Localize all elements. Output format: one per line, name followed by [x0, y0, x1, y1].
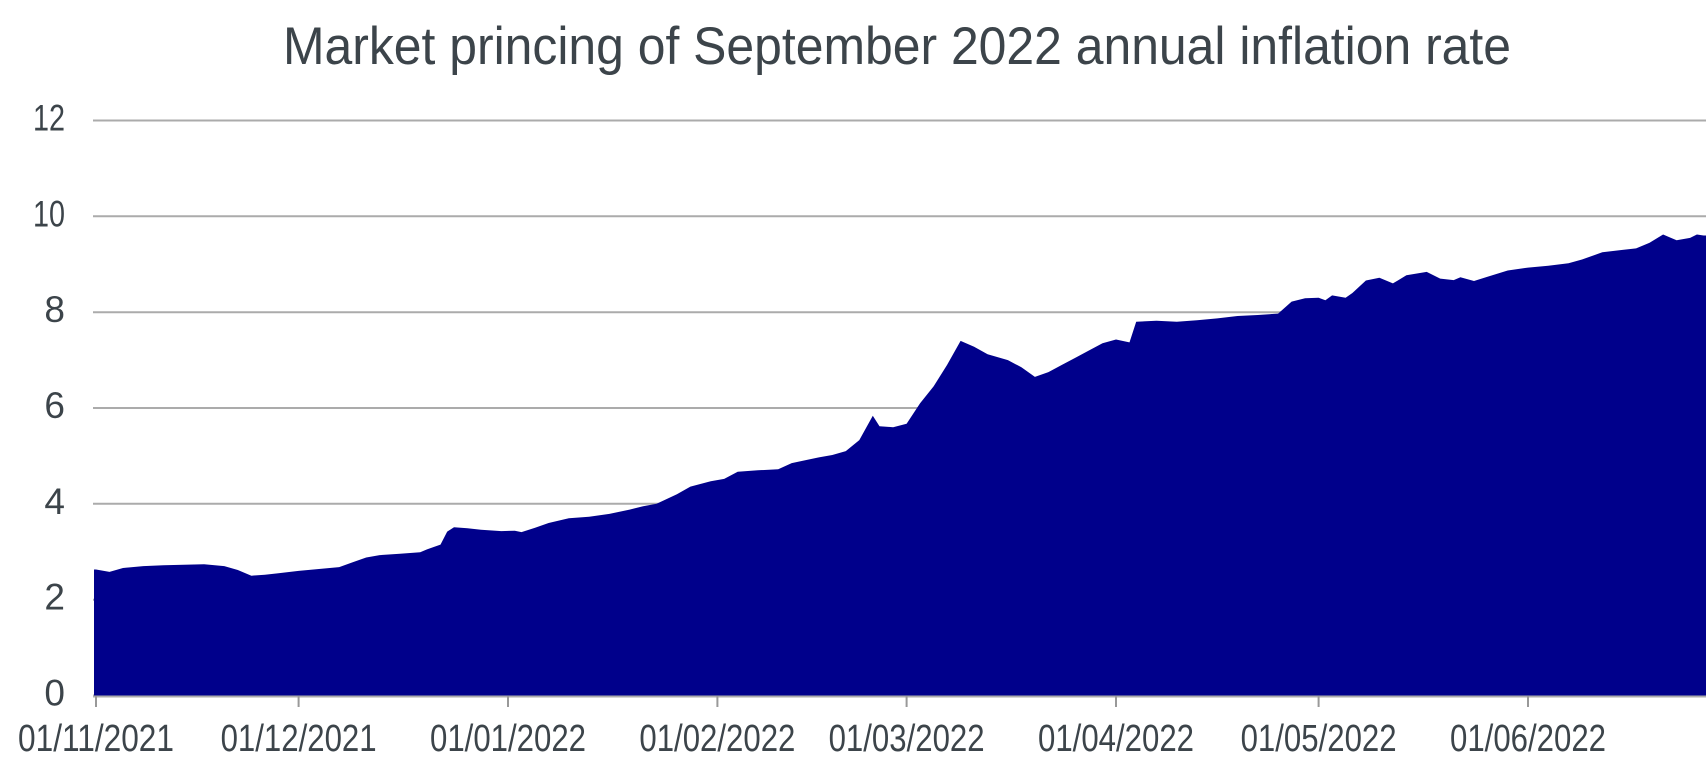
x-tick-label: 01/06/2022 — [1450, 718, 1606, 760]
y-tick-label: 4 — [44, 481, 65, 522]
x-tick-label: 01/05/2022 — [1241, 718, 1397, 760]
x-tick-label: 01/03/2022 — [829, 718, 985, 760]
y-tick-label: 10 — [33, 193, 65, 234]
x-tick-label: 01/02/2022 — [639, 718, 795, 760]
area-series — [94, 234, 1706, 696]
x-tick-label: 01/01/2022 — [430, 718, 586, 760]
x-tick-label: 01/11/2021 — [18, 718, 174, 760]
y-tick-label: 2 — [44, 577, 65, 618]
chart-title: Market princing of September 2022 annual… — [283, 17, 1511, 76]
y-tick-label: 8 — [44, 289, 65, 330]
y-tick-label: 6 — [44, 385, 65, 426]
y-tick-label: 0 — [44, 673, 65, 714]
x-tick-label: 01/12/2021 — [221, 718, 377, 760]
x-tick-label: 01/04/2022 — [1038, 718, 1194, 760]
y-tick-label: 12 — [33, 98, 65, 139]
